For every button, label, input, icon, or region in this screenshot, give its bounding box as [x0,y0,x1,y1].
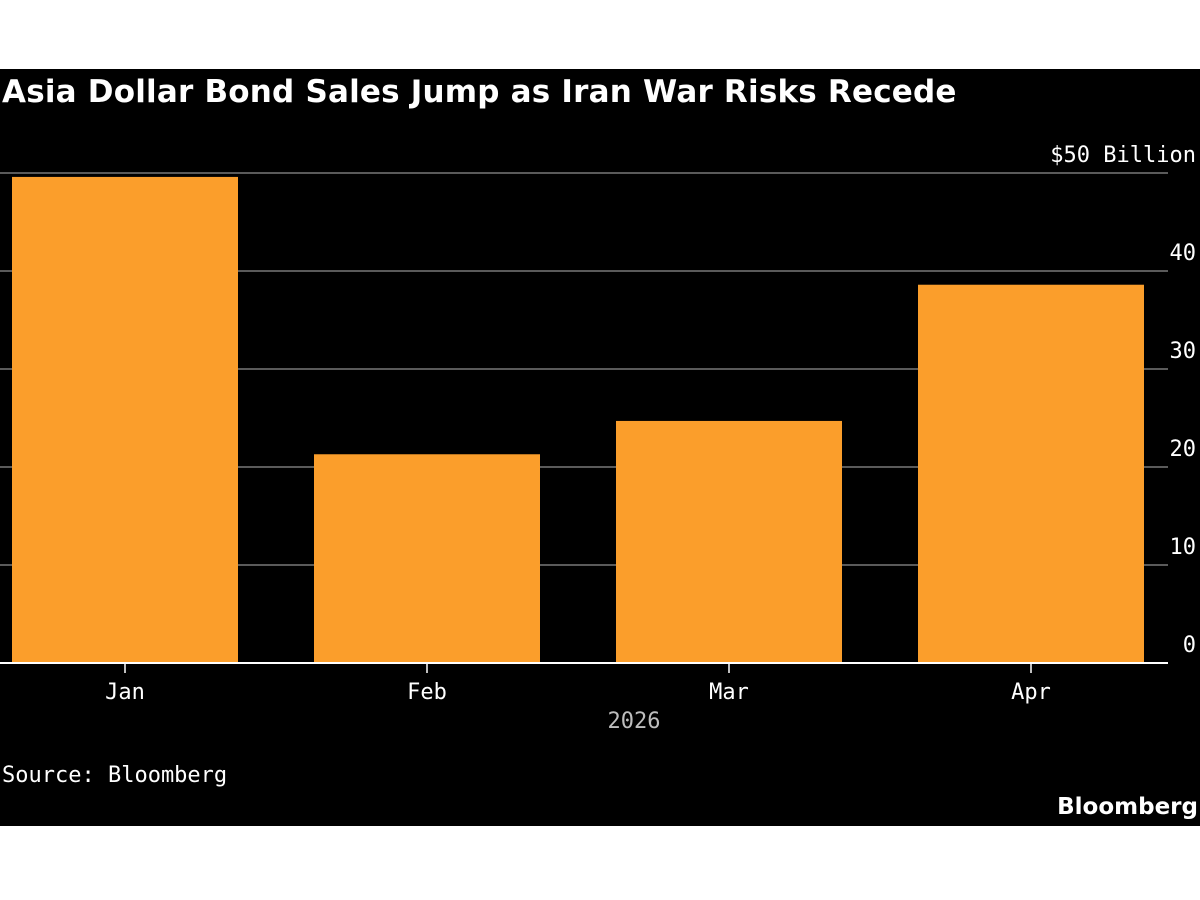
bars [12,176,1144,664]
y-tick-label: 40 [1170,241,1197,266]
x-axis [0,662,1168,673]
y-tick-label: 30 [1170,339,1197,364]
x-tick-label: Apr [1011,680,1051,705]
bar-jan [12,176,238,664]
chart-title: Asia Dollar Bond Sales Jump as Iran War … [2,74,957,110]
y-axis-labels: 0 10 20 30 40 $50 Billion [1050,143,1196,658]
x-tick-label: Feb [407,680,447,705]
y-tick-label: $50 Billion [1050,143,1196,168]
x-tick-label: Jan [105,680,145,705]
y-tick-label: 0 [1183,633,1196,658]
x-axis-labels: Jan Feb Mar Apr [105,680,1051,705]
bloomberg-logo: Bloomberg [1057,794,1198,820]
bar-feb [314,454,540,663]
x-group-label: 2026 [608,709,661,734]
y-tick-label: 20 [1170,437,1197,462]
y-tick-label: 10 [1170,535,1197,560]
source-note: Source: Bloomberg [2,763,228,788]
x-tick-label: Mar [709,680,749,705]
bar-mar [616,420,842,663]
bar-apr [918,284,1144,663]
